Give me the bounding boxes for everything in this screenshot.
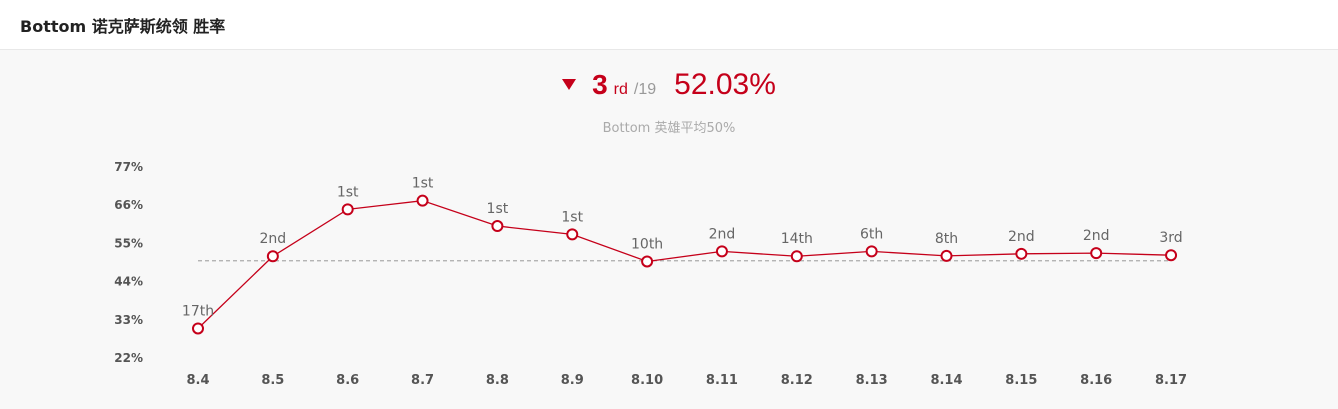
y-tick-label: 44% [114, 275, 143, 289]
x-tick-label: 8.10 [631, 373, 663, 388]
data-point [1165, 249, 1178, 262]
rank-number: 3 [592, 69, 608, 100]
data-point [940, 249, 953, 262]
data-point [1015, 247, 1028, 260]
rank-total: /19 [633, 81, 657, 98]
x-tick-label: 8.13 [856, 373, 888, 388]
page-header: Bottom 诺克萨斯统领 胜率 [0, 0, 1338, 50]
y-tick-label: 22% [114, 351, 143, 365]
y-tick-label: 55% [114, 236, 143, 250]
win-rate-line-chart: 77% 66% 55% 44% 33% 22% 17th 2nd 1st 1st 1st 1st 10t… [114, 160, 1187, 388]
rank-summary: 3 rd /19 52.03% [0, 68, 1338, 102]
y-tick-label: 77% [114, 160, 143, 174]
x-tick-label: 8.12 [781, 373, 813, 388]
data-point [266, 250, 279, 263]
data-point [715, 245, 728, 258]
rank-label: 1st [412, 176, 434, 192]
rank-label: 10th [631, 236, 663, 252]
rank-label: 2nd [260, 231, 287, 247]
x-tick-label: 8.4 [186, 373, 209, 388]
x-tick-label: 8.6 [336, 373, 359, 388]
rank-label: 2nd [709, 226, 736, 242]
data-point [566, 228, 579, 241]
x-tick-label: 8.7 [411, 373, 434, 388]
down-triangle-icon [562, 79, 577, 90]
x-tick-label: 8.9 [561, 373, 584, 388]
y-tick-label: 66% [114, 198, 143, 212]
rank-suffix: rd [613, 81, 628, 98]
x-tick-label: 8.17 [1155, 373, 1187, 388]
rank-label: 6th [860, 226, 883, 242]
average-note: Bottom 英雄平均50% [602, 121, 736, 136]
rank-label: 1st [337, 184, 359, 200]
rank-label: 17th [182, 303, 214, 319]
rank-label: 1st [487, 201, 509, 217]
x-tick-label: 8.14 [930, 373, 962, 388]
data-point [192, 322, 204, 335]
series-line [197, 200, 1172, 329]
page-title: Bottom 诺克萨斯统领 胜率 [20, 17, 226, 36]
data-point [491, 220, 504, 233]
data-point [865, 245, 878, 258]
x-tick-label: 8.8 [486, 373, 509, 388]
data-point [1090, 247, 1103, 260]
rank-label: 2nd [1008, 229, 1035, 245]
chart-panel: 3 rd /19 52.03% Bottom 英雄平均50% 77% 66% 55%… [0, 50, 1338, 409]
x-tick-label: 8.11 [706, 373, 738, 388]
x-tick-label: 8.5 [261, 373, 284, 388]
data-point [641, 255, 654, 268]
rank-label: 14th [781, 231, 813, 247]
rank-label: 1st [561, 209, 583, 225]
y-tick-label: 33% [114, 313, 143, 327]
win-rate-value: 52.03% [674, 68, 776, 101]
rank-label: 2nd [1083, 228, 1110, 244]
rank-label: 8th [935, 231, 958, 247]
data-point [341, 203, 354, 216]
x-tick-label: 8.16 [1080, 373, 1112, 388]
data-point [790, 250, 803, 263]
data-point [416, 194, 429, 207]
x-tick-label: 8.15 [1005, 373, 1037, 388]
rank-label: 3rd [1159, 230, 1182, 246]
